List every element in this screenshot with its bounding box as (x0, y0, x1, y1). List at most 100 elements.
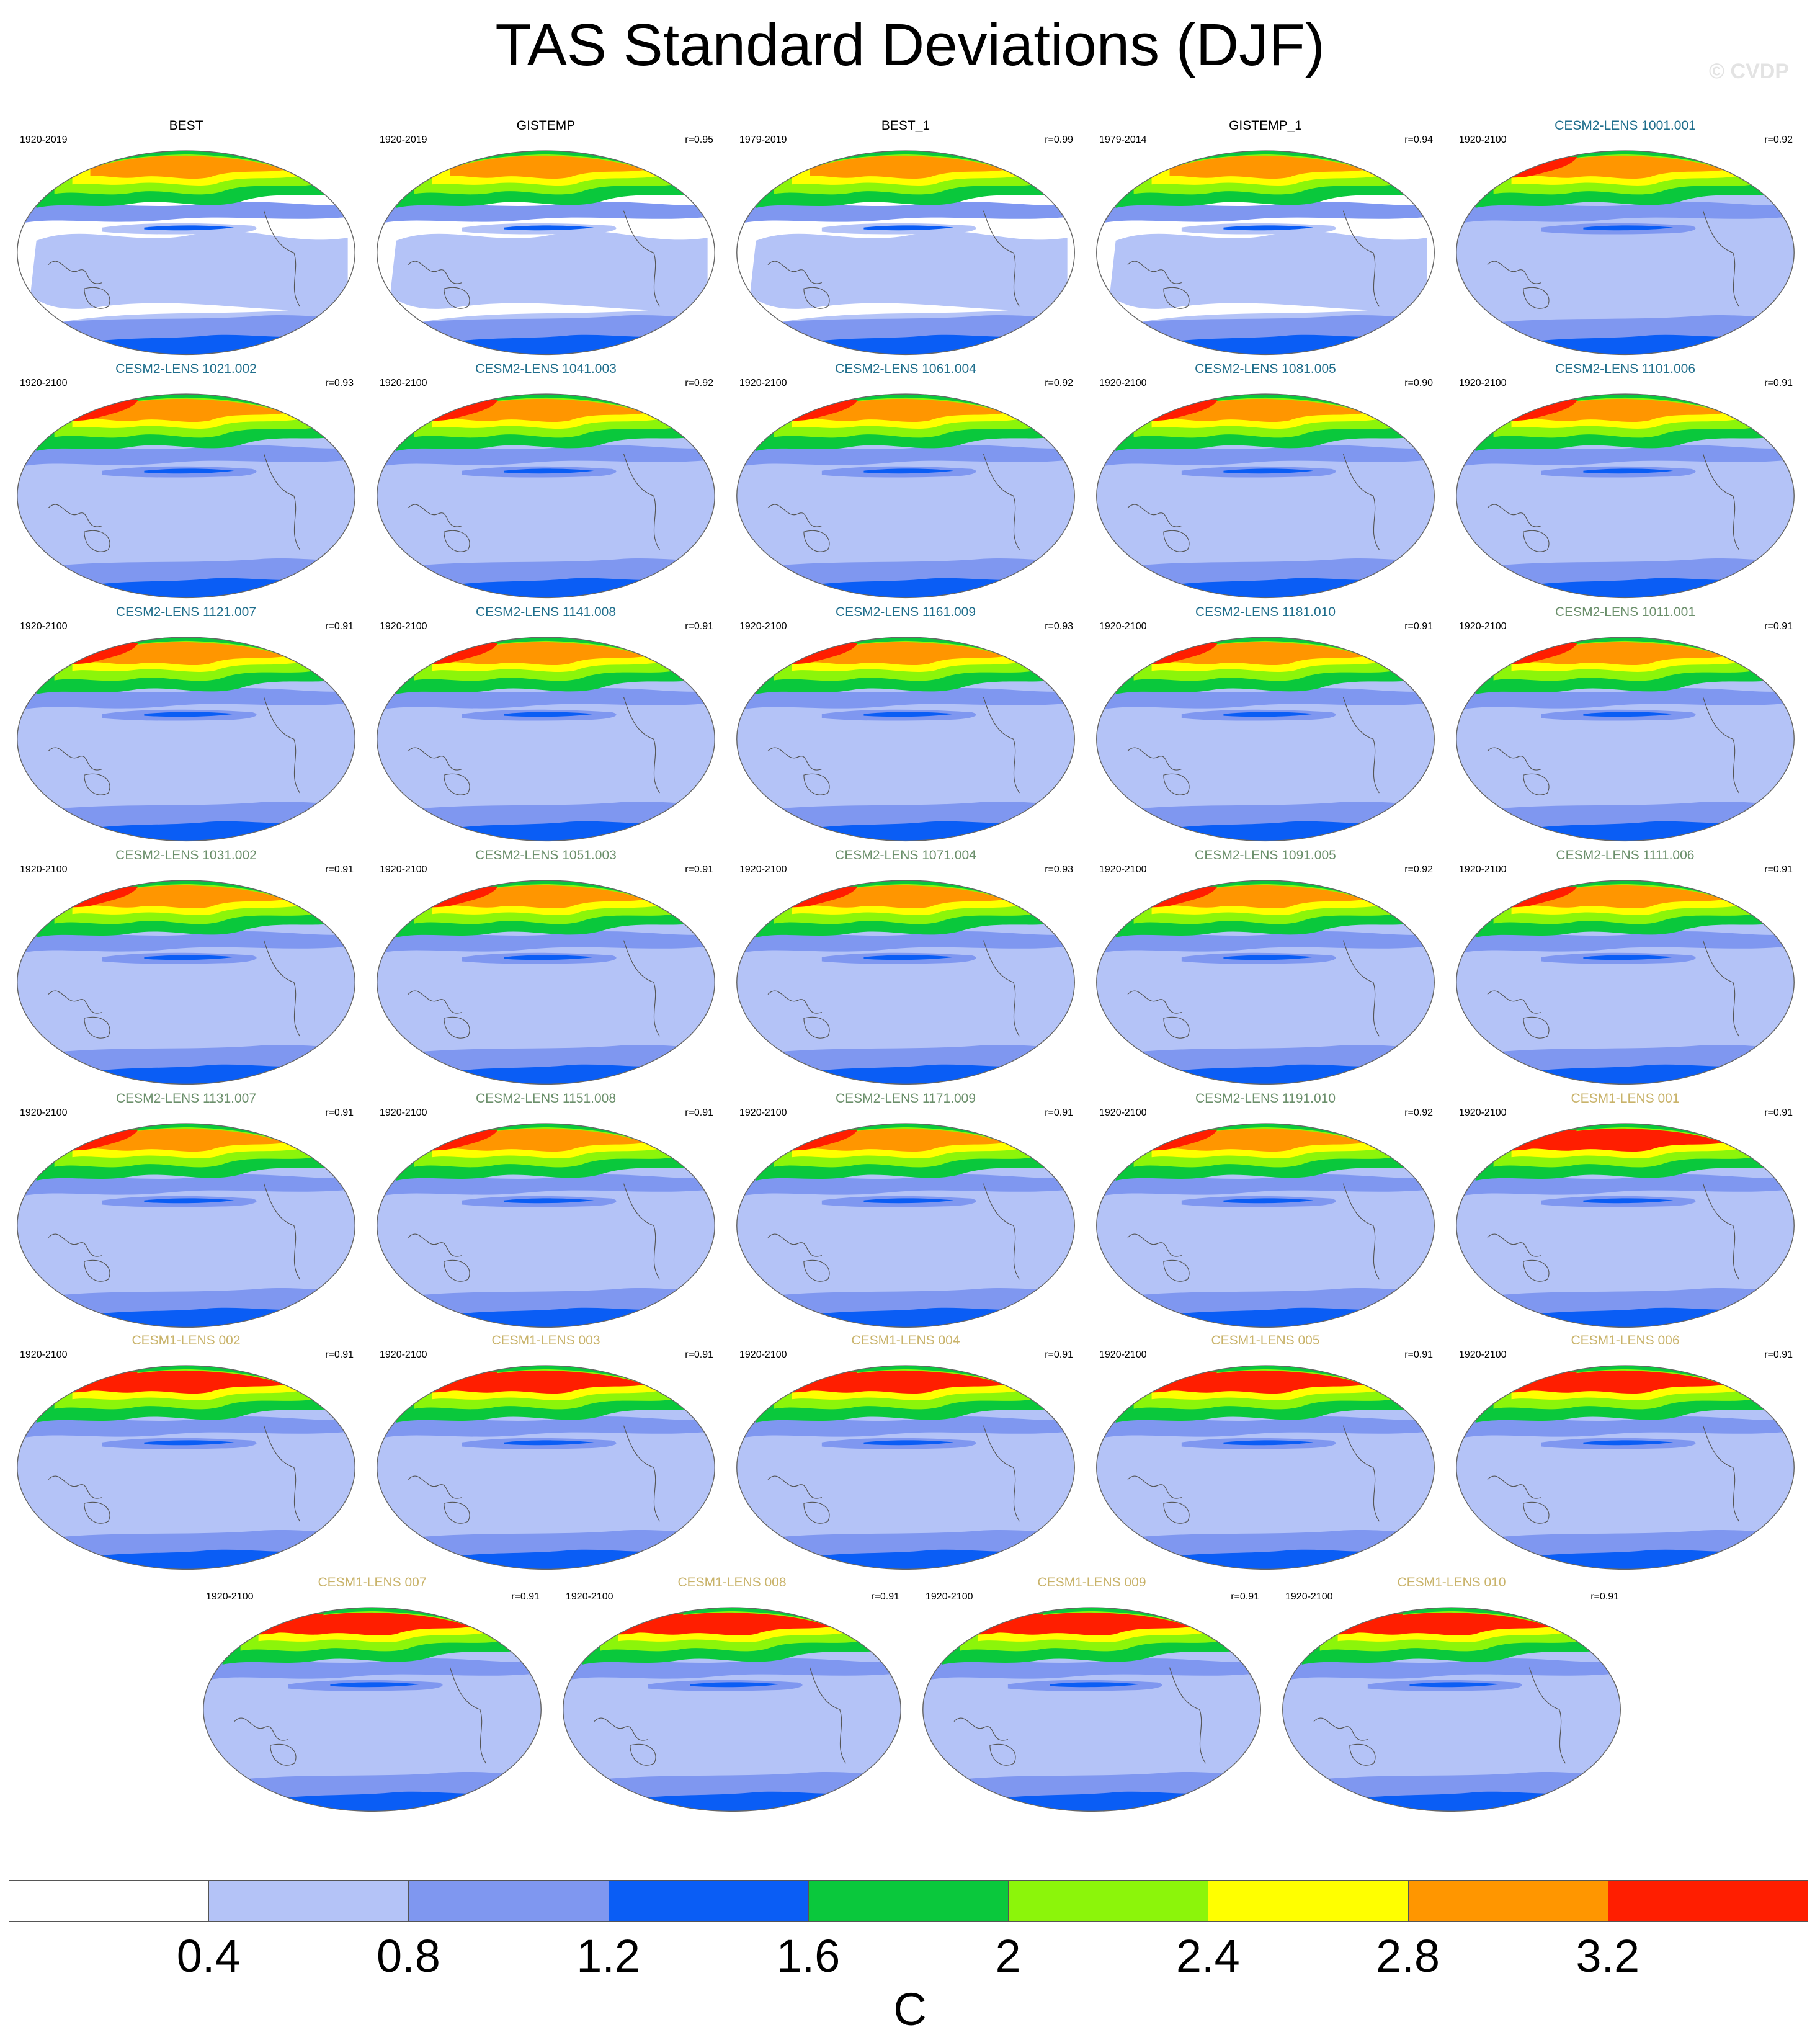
coastline-americas (1342, 1425, 1380, 1522)
coastline-australia (444, 287, 470, 309)
coastline-australia (803, 287, 830, 309)
panel-correlation: r=0.91 (511, 1591, 540, 1602)
field-enso (1050, 1682, 1140, 1688)
map-panel: CESM1-LENS 001 1920-2100 r=0.91 (1445, 1091, 1805, 1328)
coastline-asia (1487, 1475, 1542, 1499)
coastline-australia (989, 1743, 1016, 1766)
field-midlat (24, 444, 351, 466)
field-midlat (384, 1174, 711, 1196)
map-field (1096, 394, 1435, 598)
coastline-australia (1523, 287, 1550, 309)
panel-correlation: r=0.91 (685, 864, 713, 875)
coastline-asia (234, 1717, 289, 1741)
panel-correlation: r=0.91 (325, 1107, 354, 1118)
coastline-americas (449, 1667, 486, 1764)
field-midlat (930, 1658, 1257, 1680)
panel-title: CESM2-LENS 1061.004 (835, 362, 976, 376)
field-nh-peak (90, 885, 285, 909)
map-outline (1456, 1365, 1795, 1570)
coastline-asia (408, 261, 463, 284)
field-midlat (744, 1416, 1071, 1438)
map-field (1456, 637, 1795, 841)
panel-title: CESM2-LENS 1141.008 (475, 605, 617, 619)
coastline-asia (1487, 990, 1542, 1014)
panel-years: 1920-2100 (20, 378, 68, 388)
map-outline (203, 1607, 542, 1812)
map-outline (377, 1123, 715, 1328)
coastline-australia (84, 1259, 110, 1282)
field-enso (330, 1682, 421, 1688)
map-panel: CESM2-LENS 1001.001 1920-2100 r=0.92 (1445, 119, 1805, 356)
field-midlat (24, 1416, 351, 1438)
map-plot (922, 1607, 1261, 1812)
panel-years: 1920-2100 (380, 1349, 427, 1360)
field-nh-peak (450, 885, 645, 909)
coastline-australia (803, 1501, 830, 1524)
field-enso (1223, 1198, 1314, 1204)
map-panel: CESM1-LENS 002 1920-2100 r=0.91 (6, 1333, 366, 1570)
coastline-australia (84, 287, 110, 309)
field-midlat (384, 201, 711, 223)
panel-correlation: r=0.91 (1764, 1107, 1793, 1118)
colorbar-swatch (208, 1880, 409, 1922)
map-field (1096, 151, 1435, 355)
coastline-asia (767, 261, 823, 284)
map-outline (17, 880, 355, 1085)
field-midlat (744, 687, 1071, 709)
field-enso (1223, 712, 1314, 717)
map-plot (736, 637, 1075, 842)
map-plot (17, 637, 355, 842)
map-field (203, 1608, 542, 1812)
coastline-australia (84, 530, 110, 552)
map-outline (1456, 150, 1795, 356)
field-midlat (1463, 1174, 1790, 1196)
coastline-americas (623, 697, 660, 794)
field-enso (144, 1198, 234, 1204)
panel-years: 1920-2100 (20, 864, 68, 875)
map-plot (17, 150, 355, 356)
panel-years: 1920-2100 (1459, 135, 1507, 145)
panel-correlation: r=0.91 (1404, 1349, 1433, 1360)
map-field (736, 394, 1075, 598)
field-nh-peak (810, 885, 1005, 909)
map-plot (736, 150, 1075, 356)
panel-years: 1920-2100 (380, 864, 427, 875)
coastline-asia (1127, 990, 1182, 1014)
coastline-australia (444, 530, 470, 552)
field-midlat (1104, 931, 1430, 952)
map-plot (1456, 880, 1795, 1085)
panel-correlation: r=0.91 (685, 621, 713, 632)
map-plot (1456, 1123, 1795, 1328)
field-enso (1583, 225, 1674, 231)
map-plot (736, 393, 1075, 599)
panel-years: 1979-2019 (739, 135, 787, 145)
panel-years: 1920-2100 (1099, 1107, 1147, 1118)
coastline-australia (84, 1016, 110, 1039)
field-nh-peak (636, 1612, 831, 1636)
panel-years: 1920-2100 (20, 621, 68, 632)
field-nh-peak (90, 1128, 285, 1152)
panel-correlation: r=0.99 (1045, 135, 1073, 145)
field-midlat (24, 1174, 351, 1196)
field-enso (1223, 955, 1314, 960)
map-outline (1456, 393, 1795, 599)
map-field (1456, 1366, 1795, 1570)
panel-title: CESM2-LENS 1171.009 (835, 1091, 976, 1106)
coastline-asia (767, 1233, 823, 1257)
field-enso (1223, 468, 1314, 474)
coastline-asia (1127, 261, 1182, 284)
panel-years: 1920-2100 (1459, 864, 1507, 875)
map-outline (17, 637, 355, 842)
panel-correlation: r=0.92 (1045, 378, 1073, 388)
coastline-asia (408, 747, 463, 771)
coastline-australia (1523, 530, 1550, 552)
map-field (377, 151, 715, 355)
map-plot (1096, 150, 1435, 356)
colorbar-tick: 1.2 (576, 1930, 641, 1982)
panel-title: CESM1-LENS 008 (677, 1575, 787, 1590)
map-field (736, 880, 1075, 1085)
panel-title: CESM2-LENS 1011.001 (1555, 605, 1696, 619)
colorbar-tick: 2 (995, 1930, 1021, 1982)
map-plot (377, 1123, 715, 1328)
field-nh-peak (90, 1370, 285, 1394)
